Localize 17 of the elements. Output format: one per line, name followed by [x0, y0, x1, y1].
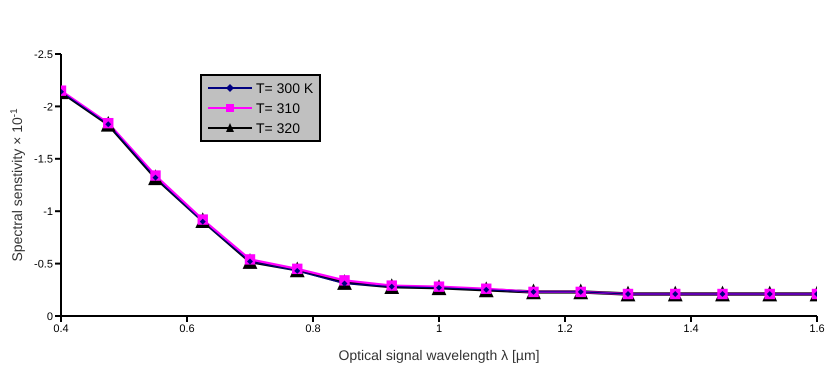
x-tick-label: 0.4: [53, 322, 69, 335]
y-tick-label: -0.5: [34, 258, 53, 271]
x-tick-label: 1.4: [683, 322, 699, 335]
legend-label: T= 300 K: [256, 79, 314, 98]
y-tick-label: -1: [43, 206, 53, 218]
x-tick-label: 1.2: [557, 322, 573, 335]
legend-label: T= 310: [256, 99, 300, 118]
y-tick-label: 0: [46, 310, 53, 323]
x-tick-label: 0.8: [305, 322, 321, 335]
x-tick-label: 1: [436, 322, 442, 335]
y-tick-label: -2.5: [34, 48, 53, 61]
y-tick-label: -1.5: [34, 154, 53, 166]
x-axis-title: Optical signal wavelength λ [µm]: [338, 347, 540, 363]
x-tick-label: 1.6: [809, 322, 825, 335]
y-tick-label: -2: [43, 101, 53, 114]
x-tick-label: 0.6: [179, 322, 195, 335]
legend-label: T= 320: [256, 119, 300, 138]
